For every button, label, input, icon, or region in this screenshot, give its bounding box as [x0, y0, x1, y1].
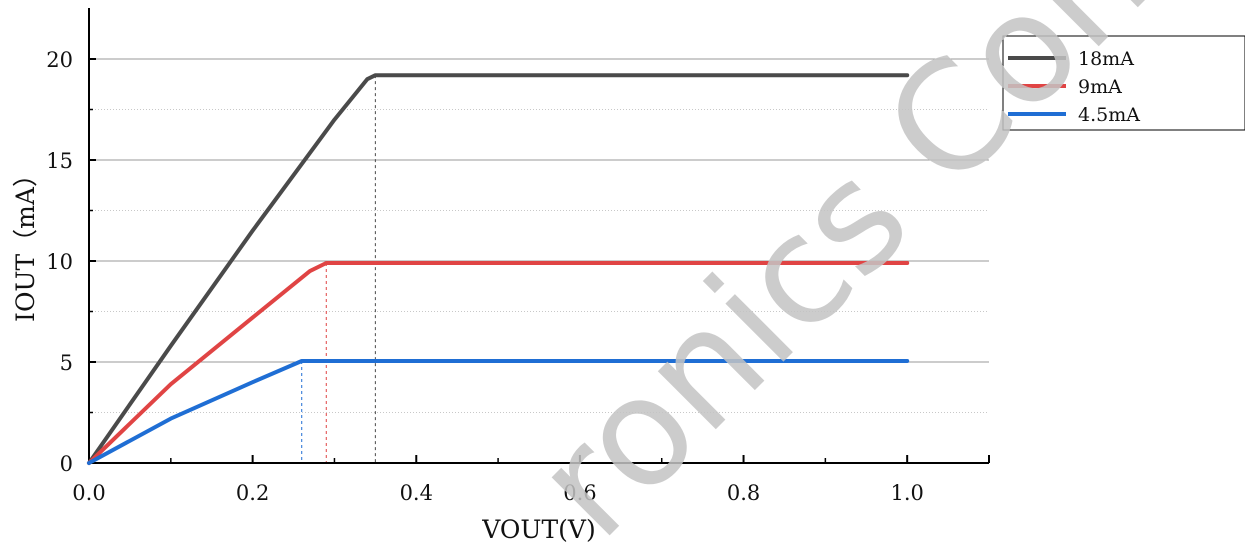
x-tick-label: 0.2	[236, 481, 269, 505]
series-line	[87, 359, 910, 465]
axes	[88, 8, 989, 464]
x-tick-label: 0.0	[72, 481, 105, 505]
legend: 18mA 9mA 4.5mA	[1002, 35, 1245, 131]
y-tick-label: 5	[60, 351, 73, 375]
grid	[89, 58, 989, 413]
x-tick-label: 0.6	[563, 481, 596, 505]
y-tick-label: 20	[46, 48, 73, 72]
legend-label: 4.5mA	[1078, 104, 1140, 126]
legend-label: 18mA	[1078, 48, 1134, 70]
x-tick-label: 0.4	[400, 481, 433, 505]
x-tick-label: 1.0	[890, 481, 923, 505]
legend-label: 9mA	[1078, 76, 1122, 98]
y-tick-label: 15	[46, 149, 73, 173]
x-axis-title: VOUT(V)	[481, 515, 595, 544]
knee-guides	[301, 75, 376, 463]
ticks: 0 5 10 15 20 0.0 0.2 0.4 0.6 0.8 1.0	[46, 48, 990, 505]
y-tick-label: 0	[60, 452, 73, 476]
x-tick-label: 0.8	[727, 481, 760, 505]
y-axis-title: IOUT（mA）	[11, 162, 40, 322]
y-tick-label: 10	[46, 250, 73, 274]
series-line	[87, 261, 910, 465]
series-group	[87, 73, 910, 465]
series-line	[87, 73, 910, 465]
